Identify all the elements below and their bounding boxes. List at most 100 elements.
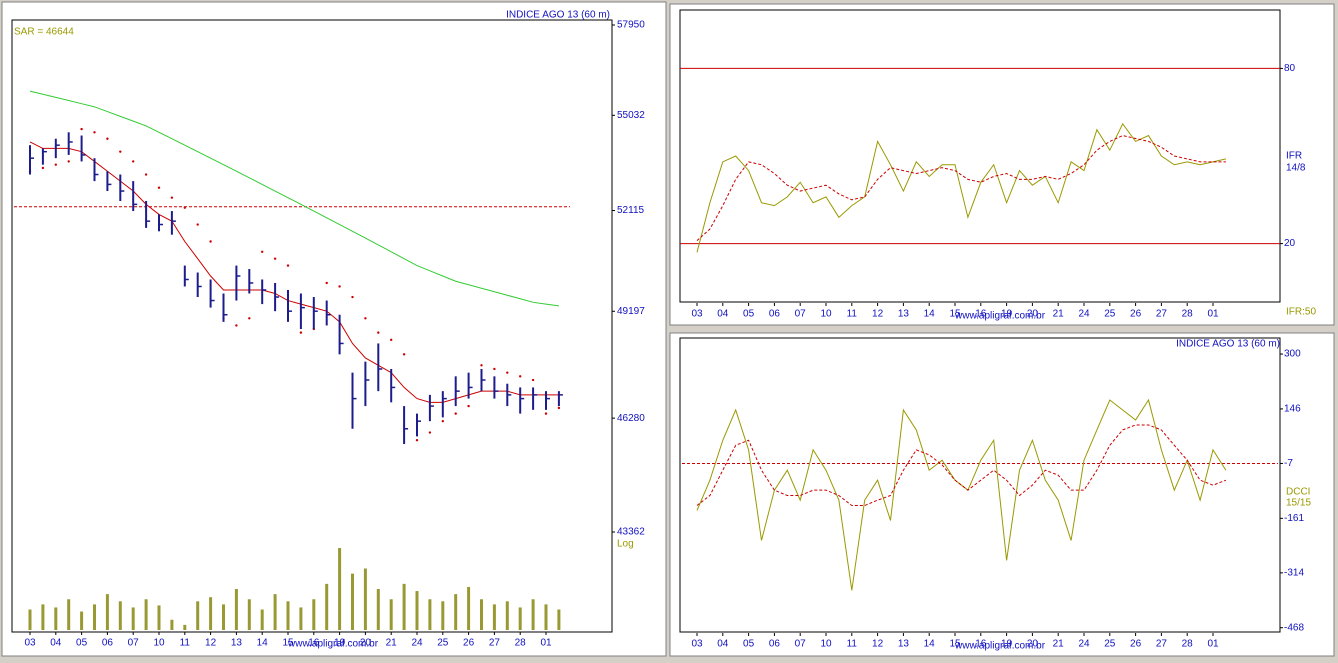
volume-bar xyxy=(441,601,445,630)
volume-bar xyxy=(157,605,161,630)
sar-dot xyxy=(493,367,496,371)
sar-dot xyxy=(299,331,303,334)
plot-frame xyxy=(679,337,1281,633)
x-tick-label: 21 xyxy=(386,638,398,649)
x-tick-label: 04 xyxy=(50,638,62,649)
line xyxy=(696,398,1227,591)
sar-dot xyxy=(196,223,199,226)
sar-dot xyxy=(248,317,251,320)
sar-label: SAR = 46644 xyxy=(14,27,74,38)
y-tick-label: -7 xyxy=(1284,458,1293,469)
y-tick-label: 52115 xyxy=(617,205,645,216)
volume-bar xyxy=(260,609,264,630)
sar-dot xyxy=(119,150,122,153)
sar-dot xyxy=(286,264,290,267)
y-tick-label: -468 xyxy=(1284,622,1304,633)
volume-bar xyxy=(118,601,122,630)
sar-dot xyxy=(415,438,419,442)
x-tick-label: 19 xyxy=(334,638,346,649)
y-tick-label: 46280 xyxy=(617,413,645,424)
sar-dot xyxy=(454,412,457,415)
volume-bar xyxy=(363,568,367,630)
volume-bar xyxy=(80,611,84,630)
sar-dot xyxy=(390,338,393,342)
x-tick-label: 14 xyxy=(924,309,936,320)
sar-dot xyxy=(402,353,406,356)
x-tick-label: 03 xyxy=(691,309,703,320)
panel xyxy=(1,1,667,657)
x-tick-label: 25 xyxy=(1104,309,1116,320)
y-tick-label: 49197 xyxy=(617,306,645,317)
sar-dot xyxy=(144,173,148,176)
x-tick-label: 03 xyxy=(691,639,703,650)
x-tick-label: 24 xyxy=(411,638,423,649)
scale-label: Log xyxy=(617,539,634,550)
x-tick-label: 03 xyxy=(24,638,36,649)
x-tick-label: 20 xyxy=(1027,639,1039,650)
volume-bar xyxy=(196,601,200,630)
x-tick-label: 11 xyxy=(847,639,858,650)
chart-title: INDICE AGO 13 (60 m) xyxy=(1176,339,1280,350)
sar-dot xyxy=(183,206,186,209)
sar-dot xyxy=(170,196,174,199)
x-tick-label: 26 xyxy=(1130,309,1142,320)
volume-bar xyxy=(67,599,71,630)
sar-dot xyxy=(428,431,432,434)
indicator-param: 15/15 xyxy=(1286,498,1311,509)
plot-frame xyxy=(11,19,613,633)
x-tick-label: 06 xyxy=(769,309,781,320)
x-tick-label: 11 xyxy=(180,638,191,649)
volume-bar xyxy=(247,599,251,630)
chart-title: INDICE AGO 13 (60 m) xyxy=(506,10,610,21)
x-tick-label: 15 xyxy=(949,639,961,650)
y-tick-label: 146 xyxy=(1284,404,1301,415)
volume-bar xyxy=(492,604,496,630)
y-tick-label: 80 xyxy=(1284,63,1296,74)
sar-dot xyxy=(325,281,328,285)
volume-bar xyxy=(467,586,471,630)
x-tick-label: 28 xyxy=(1182,309,1194,320)
sar-dot xyxy=(531,378,535,382)
watermark: www.apligraf.com.br xyxy=(287,639,379,650)
x-tick-label: 06 xyxy=(769,639,781,650)
x-tick-label: 04 xyxy=(717,639,729,650)
panel xyxy=(669,3,1335,326)
sar-dot xyxy=(519,375,522,378)
x-tick-label: 28 xyxy=(1182,639,1194,650)
x-tick-label: 21 xyxy=(1053,639,1065,650)
volume-bar xyxy=(170,619,174,630)
x-tick-label: 27 xyxy=(1156,309,1168,320)
volume-bar xyxy=(480,599,483,630)
volume-bar xyxy=(389,599,393,630)
sar-dot xyxy=(93,131,96,134)
x-tick-label: 13 xyxy=(231,638,243,649)
sar-dot xyxy=(467,404,470,408)
x-tick-label: 16 xyxy=(308,638,320,649)
x-tick-label: 25 xyxy=(1104,639,1116,650)
sar-dot xyxy=(544,412,548,415)
volume-bar xyxy=(54,607,58,630)
y-tick-label: 20 xyxy=(1284,238,1296,249)
x-tick-label: 27 xyxy=(1156,639,1168,650)
x-tick-label: 15 xyxy=(282,638,294,649)
volume-bar xyxy=(415,591,419,630)
volume-bar xyxy=(234,589,238,630)
y-tick-label: 57950 xyxy=(617,20,645,31)
x-tick-label: 20 xyxy=(1027,309,1039,320)
volume-bar xyxy=(131,607,135,630)
x-tick-label: 10 xyxy=(820,639,832,650)
x-tick-label: 14 xyxy=(924,639,936,650)
line xyxy=(29,90,559,307)
x-tick-label: 12 xyxy=(872,639,884,650)
indicator-label: DCCI xyxy=(1286,487,1310,498)
line xyxy=(696,424,1227,506)
x-tick-label: 16 xyxy=(975,639,987,650)
x-tick-label: 12 xyxy=(872,309,884,320)
x-tick-label: 28 xyxy=(515,638,527,649)
line xyxy=(29,141,559,403)
volume-bar xyxy=(518,607,522,630)
y-tick-label: 55032 xyxy=(617,110,645,121)
sar-dot xyxy=(377,331,380,334)
volume-bar xyxy=(93,604,96,630)
